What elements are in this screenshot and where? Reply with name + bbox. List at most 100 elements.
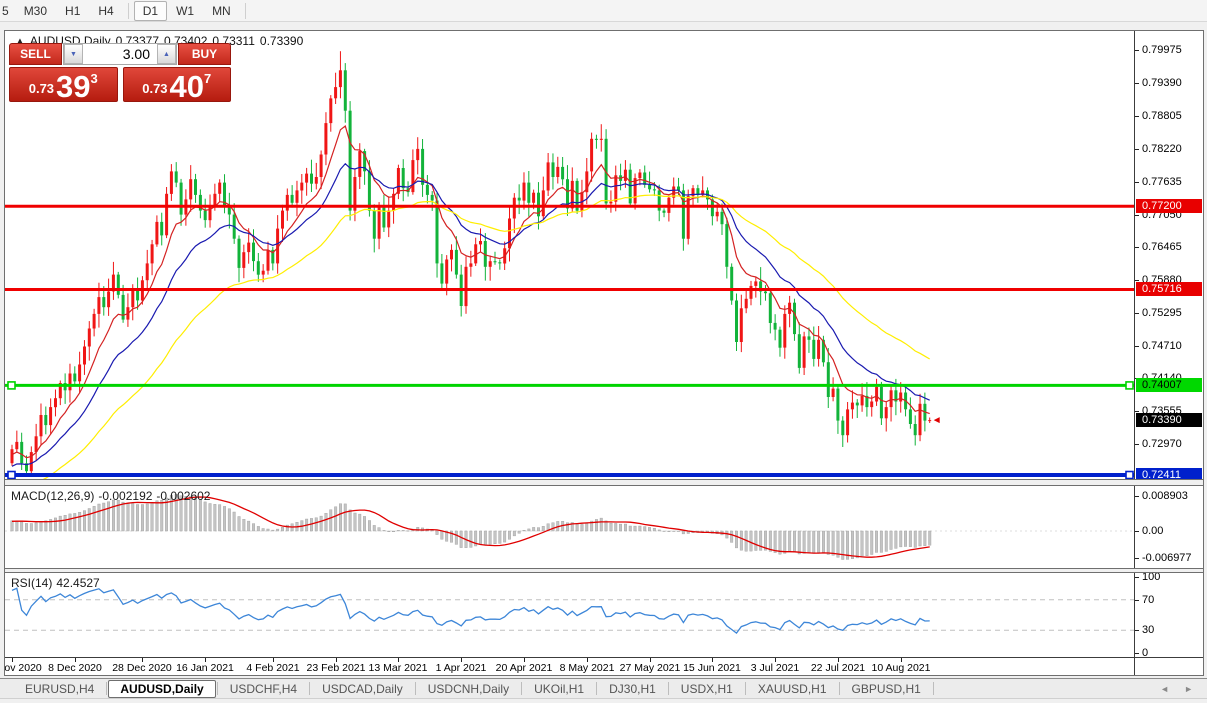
price-tick-mark xyxy=(1135,280,1139,281)
rsi-svg xyxy=(5,587,1134,635)
rsi-panel: RSI(14) 42.4527 100 70 30 0 xyxy=(5,573,1203,657)
macd-svg xyxy=(5,494,1134,560)
price-tick-mark xyxy=(1135,83,1139,84)
macd-value-signal: -0.002602 xyxy=(156,489,211,503)
sell-price-sup: 3 xyxy=(90,71,98,86)
date-tick-label: 10 Aug 2021 xyxy=(871,662,931,674)
price-tick-mark xyxy=(1135,215,1139,216)
price-tick-mark xyxy=(1135,444,1139,445)
date-tick-mark xyxy=(461,658,462,662)
buy-price-display[interactable]: 0.73 40 7 xyxy=(122,67,231,102)
date-tick-mark xyxy=(524,658,525,662)
timeframe-w1-button[interactable]: W1 xyxy=(176,3,195,18)
price-panel: ▲ AUDUSD,Daily 0.73377 0.73402 0.73311 0.7339… xyxy=(5,31,1203,479)
tab-scroll-right-icon[interactable]: ► xyxy=(1184,683,1193,694)
sell-price-big: 39 xyxy=(56,68,91,104)
macd-title: MACD(12,26,9) xyxy=(11,489,95,503)
level-price-badge: 0.72411 xyxy=(1136,468,1202,479)
rsi-tick-mark xyxy=(1135,653,1139,654)
price-axis[interactable]: 0.79975 0.79390 0.78805 0.78220 0.77635 0.770… xyxy=(1134,31,1203,479)
date-tick-label: 15 Jun 2021 xyxy=(683,662,741,674)
buy-button[interactable]: BUY xyxy=(178,43,231,65)
chart-tab-bar: EURUSD,H4 AUDUSD,Daily USDCHF,H4 USDCAD,… xyxy=(0,678,1207,699)
timeframe-m30-button[interactable]: M30 xyxy=(23,3,48,18)
macd-value-main: -0.002192 xyxy=(98,489,153,503)
date-tick-mark xyxy=(838,658,839,662)
volume-decrease-button[interactable]: ▼ xyxy=(64,44,83,64)
one-click-trading-panel: SELL ▼ 3.00 ▲ BUY 0.73 39 3 0.73 40 7 xyxy=(9,43,231,102)
price-chart-svg[interactable] xyxy=(5,31,1134,479)
price-tick-mark xyxy=(1135,182,1139,183)
timeframe-h4-button[interactable]: H4 xyxy=(98,3,114,18)
toolbar-divider xyxy=(244,2,246,19)
date-tick-mark xyxy=(587,658,588,662)
date-tick-label: 8 Dec 2020 xyxy=(48,662,102,674)
tab-usdchf-h4[interactable]: USDCHF,H4 xyxy=(229,681,298,696)
rsi-tick-mark xyxy=(1135,630,1139,631)
tab-xauusd-h1[interactable]: XAUUSD,H1 xyxy=(757,681,827,696)
date-tick-label: 19 Nov 2020 xyxy=(5,662,42,674)
tab-ukoil-h1[interactable]: UKOil,H1 xyxy=(534,681,585,696)
date-tick-mark xyxy=(775,658,776,662)
volume-increase-button[interactable]: ▲ xyxy=(157,44,176,64)
sell-button[interactable]: SELL xyxy=(9,43,62,65)
date-tick-label: 28 Dec 2020 xyxy=(112,662,172,674)
macd-axis: 0.008903 0.00 -0.006977 xyxy=(1134,486,1203,568)
price-tick-label: 0.79390 xyxy=(1142,77,1182,89)
panel-splitter[interactable] xyxy=(5,568,1203,573)
tab-usdcad-daily[interactable]: USDCAD,Daily xyxy=(322,681,403,696)
volume-input[interactable]: 3.00 xyxy=(122,46,150,62)
tab-usdx-h1[interactable]: USDX,H1 xyxy=(680,681,733,696)
timeframe-h1-button[interactable]: H1 xyxy=(65,3,81,18)
price-tick-label: 0.79975 xyxy=(1142,44,1182,56)
buy-price-sup: 7 xyxy=(204,71,212,86)
timeframe-toolbar: 5 M30 H1 H4 D1 W1 MN xyxy=(0,0,1207,22)
rsi-tick-label: 70 xyxy=(1142,594,1155,606)
timeframe-mn-button[interactable]: MN xyxy=(212,3,231,18)
rsi-tick-label: 0 xyxy=(1142,647,1149,657)
date-tick-mark xyxy=(398,658,399,662)
ohlc-close: 0.73390 xyxy=(259,34,304,48)
panel-splitter[interactable] xyxy=(5,479,1203,486)
price-tick-mark xyxy=(1135,411,1139,412)
level-price-badge: 0.77200 xyxy=(1136,199,1202,213)
timeframe-d1-button[interactable]: D1 xyxy=(133,0,168,21)
sell-price-display[interactable]: 0.73 39 3 xyxy=(9,67,118,102)
timeframe-m15-button[interactable]: 5 xyxy=(2,3,9,18)
date-tick-mark xyxy=(12,658,13,662)
price-tick-label: 0.77635 xyxy=(1142,176,1182,188)
tab-dj30-h1[interactable]: DJ30,H1 xyxy=(609,681,656,696)
rsi-tick-label: 100 xyxy=(1142,573,1161,583)
collapse-triangle-icon[interactable]: ▲ xyxy=(16,36,24,45)
price-tick-label: 0.78805 xyxy=(1142,110,1182,122)
date-tick-label: 4 Feb 2021 xyxy=(246,662,300,674)
current-price-badge: 0.73390 xyxy=(1136,413,1202,427)
rsi-axis: 100 70 30 0 xyxy=(1134,573,1203,657)
level-price-badge: 0.74007 xyxy=(1136,378,1202,392)
price-chart-area[interactable]: ▲ AUDUSD,Daily 0.73377 0.73402 0.73311 0.7339… xyxy=(5,31,1134,479)
price-tick-label: 0.76465 xyxy=(1142,241,1182,253)
macd-tick-label: 0.008903 xyxy=(1142,490,1188,502)
rsi-chart-area[interactable]: RSI(14) 42.4527 xyxy=(5,573,1134,657)
price-tick-mark xyxy=(1135,313,1139,314)
tab-audusd-daily[interactable]: AUDUSD,Daily xyxy=(108,679,216,698)
rsi-title: RSI(14) xyxy=(11,576,53,590)
tab-divider xyxy=(106,682,108,695)
price-tick-mark xyxy=(1135,346,1139,347)
rsi-tick-mark xyxy=(1135,600,1139,601)
date-axis[interactable]: 19 Nov 2020 8 Dec 2020 28 Dec 2020 16 Jan 2… xyxy=(5,658,1134,675)
tab-divider xyxy=(744,682,746,695)
tab-usdcnh-daily[interactable]: USDCNH,Daily xyxy=(427,681,510,696)
macd-chart-area[interactable]: MACD(12,26,9) -0.002192 -0.002602 xyxy=(5,486,1134,568)
tab-divider xyxy=(216,682,218,695)
tab-scroll-left-icon[interactable]: ◄ xyxy=(1160,683,1170,694)
date-axis-row: 19 Nov 2020 8 Dec 2020 28 Dec 2020 16 Jan 2… xyxy=(5,657,1203,675)
tab-gbpusd-h1[interactable]: GBPUSD,H1 xyxy=(851,681,921,696)
date-tick-mark xyxy=(205,658,206,662)
date-tick-label: 3 Jul 2021 xyxy=(750,662,800,674)
tab-eurusd-h4[interactable]: EURUSD,H4 xyxy=(25,681,95,696)
date-tick-label: 8 May 2021 xyxy=(559,662,615,674)
date-tick-label: 27 May 2021 xyxy=(619,662,681,674)
rsi-value: 42.4527 xyxy=(56,576,100,590)
axis-corner xyxy=(1134,658,1203,675)
